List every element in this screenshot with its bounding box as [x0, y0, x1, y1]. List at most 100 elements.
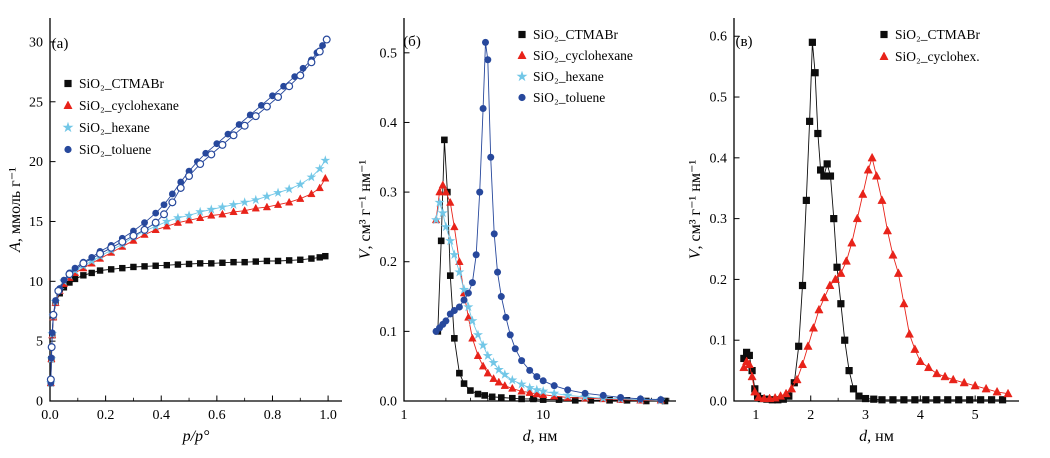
x-tick-label: 1.0: [319, 408, 337, 423]
data-point: [748, 367, 756, 375]
data-point: [900, 396, 908, 404]
data-point: [445, 235, 456, 246]
x-ticks: 0.0 0.2 0.4 0.6 0.8 1.0: [41, 395, 337, 423]
data-point: [176, 183, 185, 192]
series-ctmabr: [47, 252, 329, 387]
panel-letter: (а): [52, 36, 69, 52]
data-point: [162, 221, 171, 230]
data-point: [206, 204, 217, 214]
x-tick-label: 10: [536, 408, 550, 423]
data-point: [88, 269, 95, 277]
data-point: [871, 171, 882, 180]
data-point: [555, 396, 563, 403]
circle-legend-icon: [64, 145, 72, 154]
data-point: [992, 386, 1002, 396]
data-point: [878, 396, 886, 404]
legend-label: SiO₂_CTMABr: [79, 76, 164, 91]
data-point: [488, 357, 499, 367]
data-point: [841, 256, 851, 265]
data-point: [196, 160, 205, 169]
data-point: [948, 374, 958, 384]
data-point: [160, 201, 168, 209]
data-point: [262, 191, 272, 201]
data-point: [467, 315, 478, 326]
x-tick-label: 0.2: [97, 408, 115, 423]
panel-a-isotherms: 0.0 0.2 0.4 0.6 0.8 1.0 0 5 10 15 20 25 30 p/p° A, ммо…: [4, 6, 354, 456]
data-point: [230, 258, 237, 266]
data-point: [449, 249, 460, 260]
data-point: [481, 38, 489, 46]
data-point: [814, 129, 822, 138]
x-tick-label: 0.6: [208, 408, 226, 423]
y-tick-label: 25: [29, 95, 43, 110]
data-point: [922, 396, 930, 404]
panel-b-pore-size-distribution-log: 1 10 0.0 0.1 0.2 0.3 0.4 0.5 d, нм V, см³ г⁻¹ нм⁻…: [354, 6, 684, 456]
data-point: [297, 256, 304, 263]
data-point: [816, 166, 825, 174]
data-point: [455, 303, 463, 311]
data-point: [893, 268, 903, 277]
data-point: [472, 329, 483, 340]
y-tick-label: 0.2: [380, 255, 398, 270]
data-point: [849, 385, 858, 393]
data-point: [208, 260, 215, 267]
legend: SiO₂_CTMABr SiO₂_cyclohexane SiO₂_hexane Si…: [516, 27, 633, 105]
data-point: [863, 164, 873, 174]
y-tick-label: 0.0: [380, 395, 398, 410]
data-point: [46, 375, 55, 384]
data-point: [795, 342, 803, 350]
data-point: [151, 218, 160, 227]
data-point: [830, 215, 838, 223]
data-point: [441, 187, 451, 196]
data-point: [792, 374, 802, 384]
data-point: [322, 35, 331, 44]
data-point: [516, 379, 527, 389]
data-point: [744, 359, 754, 369]
data-point: [550, 382, 558, 390]
data-point: [296, 71, 305, 80]
data-point: [904, 329, 914, 338]
data-point: [129, 231, 138, 240]
data-point: [524, 382, 535, 393]
series-line-hexane: [435, 202, 661, 401]
data-point: [315, 183, 324, 192]
data-point: [218, 140, 227, 149]
data-point: [797, 359, 808, 369]
data-point: [858, 189, 868, 198]
data-point: [502, 313, 510, 321]
series-cyclohex: [739, 152, 1013, 403]
panel-в-svg: 1 2 3 4 5 0.0 0.1 0.2 0.3 0.4 0.5 0.6 d, нм V, см³ г⁻…: [687, 18, 1019, 445]
data-point: [459, 284, 470, 294]
data-point: [476, 188, 484, 196]
data-point: [915, 356, 925, 365]
data-point: [511, 345, 519, 353]
y-tick-label: 0: [36, 395, 43, 410]
data-point: [530, 395, 537, 403]
data-point: [306, 172, 317, 182]
data-point: [494, 268, 502, 276]
data-point: [173, 218, 183, 226]
data-point: [899, 298, 909, 308]
data-point: [307, 58, 316, 67]
data-point: [160, 210, 169, 219]
data-point: [451, 335, 458, 342]
x-tick-label: 5: [972, 408, 979, 423]
series-toluene_des: [46, 35, 331, 384]
y-axis-label: A, ммоль г⁻¹: [7, 167, 24, 253]
data-point: [599, 391, 607, 399]
data-point: [581, 389, 589, 397]
x-tick-label: 1: [401, 408, 408, 423]
data-point: [460, 380, 468, 387]
series-line-ctmabr: [743, 42, 1003, 401]
data-point: [494, 377, 504, 386]
data-point: [273, 200, 283, 208]
data-point: [478, 361, 488, 370]
star-legend-icon: [516, 70, 528, 82]
data-point: [870, 395, 878, 403]
data-point: [483, 368, 493, 377]
data-point: [867, 152, 877, 162]
data-point: [518, 357, 526, 365]
data-point: [488, 393, 496, 401]
y-tick-label: 0.5: [710, 91, 728, 106]
